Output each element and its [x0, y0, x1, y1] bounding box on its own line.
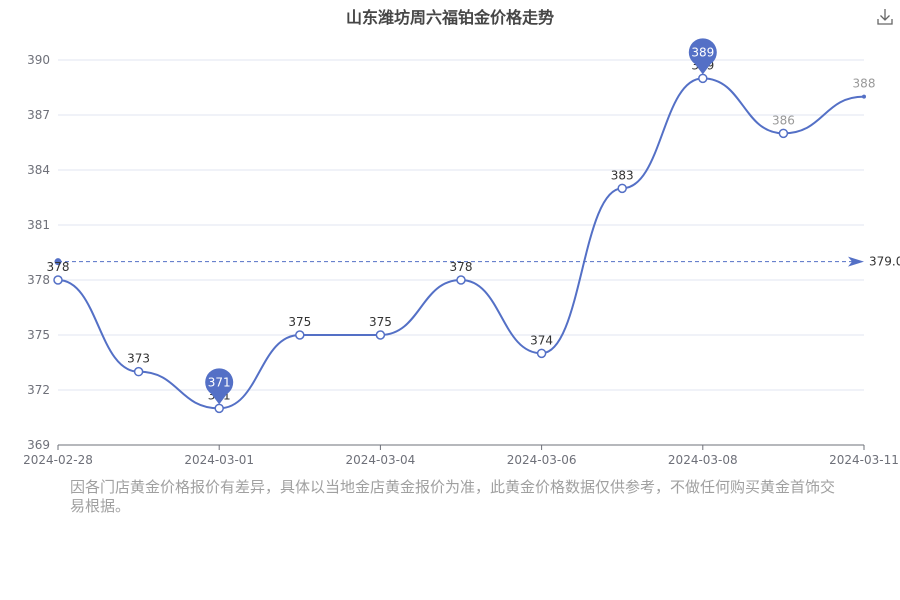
y-tick-label: 390 — [27, 53, 50, 67]
x-tick-label: 2024-03-08 — [668, 453, 738, 467]
data-point — [295, 330, 305, 340]
data-label: 375 — [369, 315, 392, 329]
min-marker — [205, 368, 234, 397]
data-label: 378 — [47, 260, 70, 274]
y-tick-label: 384 — [27, 163, 50, 177]
x-tick-label: 2024-02-28 — [23, 453, 93, 467]
data-point — [617, 183, 627, 194]
data-point — [214, 403, 224, 414]
data-label: 373 — [127, 352, 150, 366]
average-line-arrow — [848, 256, 864, 267]
min-marker-label: 371 — [208, 375, 231, 389]
y-tick-label: 369 — [27, 438, 50, 452]
data-label: 378 — [450, 260, 473, 274]
average-line-label: 379.0 — [869, 255, 900, 269]
x-tick-label: 2024-03-04 — [346, 453, 416, 467]
data-point — [375, 330, 386, 340]
y-tick-label: 372 — [27, 383, 50, 397]
data-point — [862, 94, 866, 99]
x-tick-label: 2024-03-01 — [184, 453, 254, 467]
disclaimer-note: 因各门店黄金价格报价有差异，具体以当地金店黄金报价为准，此黄金价格数据仅供参考，… — [70, 478, 836, 515]
y-tick-label: 387 — [27, 108, 50, 122]
data-label: 388 — [853, 77, 876, 91]
series-line — [57, 77, 865, 410]
y-tick-label: 381 — [27, 218, 50, 232]
data-point — [536, 348, 547, 359]
x-tick-label: 2024-03-06 — [507, 453, 577, 467]
average-line-start — [54, 258, 62, 266]
download-icon[interactable] — [874, 6, 896, 28]
max-marker — [688, 38, 717, 67]
data-point — [456, 275, 466, 285]
data-label: 383 — [611, 168, 634, 182]
data-point — [698, 73, 708, 84]
max-marker-label: 389 — [691, 45, 714, 59]
data-label: 386 — [772, 113, 795, 127]
data-point — [133, 366, 144, 377]
y-tick-label: 378 — [27, 273, 50, 287]
data-point — [53, 275, 63, 285]
data-label: 375 — [288, 315, 311, 329]
y-tick-label: 375 — [27, 328, 50, 342]
data-point — [778, 128, 789, 139]
data-label: 374 — [530, 333, 553, 347]
x-tick-label: 2024-03-11 — [829, 453, 899, 467]
chart-title: 山东潍坊周六福铂金价格走势 — [345, 8, 554, 27]
